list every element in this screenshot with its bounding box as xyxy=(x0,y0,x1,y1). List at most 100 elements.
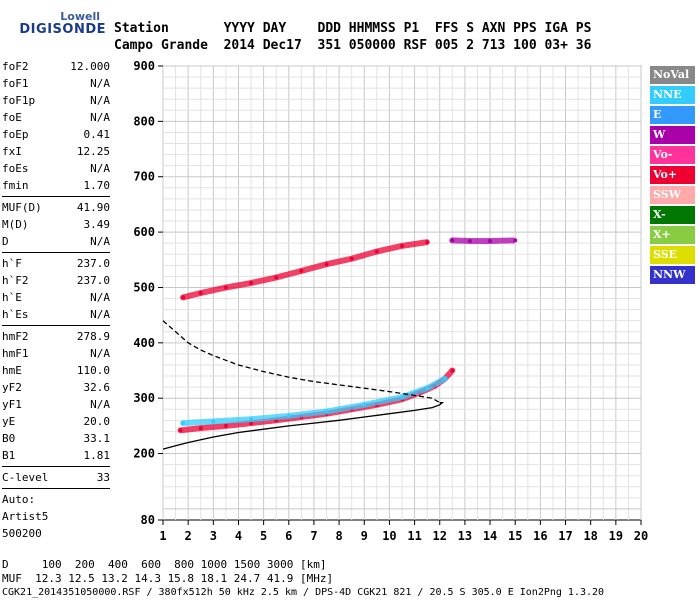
param-row: foEs N/A xyxy=(2,160,110,177)
param-separator xyxy=(2,196,110,197)
param-name: Artist5 xyxy=(2,510,49,523)
param-value: 12.000 xyxy=(70,60,110,73)
legend-item: NNW xyxy=(650,266,695,284)
echo-point xyxy=(349,256,354,261)
param-row: Auto: xyxy=(2,491,110,508)
echo-trace xyxy=(449,237,519,244)
echo-point xyxy=(442,376,447,381)
y-tick-label: 500 xyxy=(133,280,155,294)
param-name: h`Es xyxy=(2,308,29,321)
param-row: foF1 N/A xyxy=(2,75,110,92)
param-row: foF2 12.000 xyxy=(2,58,110,75)
legend-item: Vo+ xyxy=(650,166,695,184)
legend-item: SSE xyxy=(650,246,695,264)
param-row: h`Es N/A xyxy=(2,306,110,323)
y-tick-label: 400 xyxy=(133,336,155,350)
param-value: 3.49 xyxy=(83,218,111,231)
param-name: foF1 xyxy=(2,77,29,90)
echo-point xyxy=(211,419,216,424)
param-row: foEp 0.41 xyxy=(2,126,110,143)
y-tick-label: 800 xyxy=(133,114,155,128)
digisonde-logo: Lowell DIGISONDE xyxy=(6,10,106,46)
echo-point xyxy=(286,413,291,418)
x-tick-label: 5 xyxy=(260,529,267,543)
param-row: 500200 xyxy=(2,525,110,542)
echo-point xyxy=(488,238,493,243)
param-name: h`F xyxy=(2,257,22,270)
footer-d-row: D 100 200 400 600 800 1000 1500 3000 [km… xyxy=(2,558,327,571)
param-name: foEp xyxy=(2,128,29,141)
param-value: 1.70 xyxy=(83,179,111,192)
legend-item: Vo- xyxy=(650,146,695,164)
param-row: yF1 N/A xyxy=(2,396,110,413)
param-value: 33.1 xyxy=(83,432,111,445)
echo-point xyxy=(400,243,404,248)
echo-point xyxy=(324,262,329,267)
legend-item: NNE xyxy=(650,86,695,104)
echo-point xyxy=(425,386,430,391)
param-value: 20.0 xyxy=(83,415,111,428)
header-row1: Station YYYY DAY DDD HHMMSS P1 FFS S AXN… xyxy=(114,21,592,36)
echo-point xyxy=(450,368,455,373)
param-separator xyxy=(2,466,110,467)
legend-item: SSW xyxy=(650,186,695,204)
echo-point xyxy=(178,428,183,433)
param-value: 33 xyxy=(96,471,110,484)
profile-dashed-line xyxy=(162,320,441,404)
param-value: N/A xyxy=(90,235,110,248)
param-value: 110.0 xyxy=(76,364,110,377)
param-row: fmin 1.70 xyxy=(2,177,110,194)
echo-point xyxy=(223,423,228,428)
param-row: h`E N/A xyxy=(2,289,110,306)
param-name: yF1 xyxy=(2,398,22,411)
param-name: B0 xyxy=(2,432,16,445)
echo-point xyxy=(299,268,304,273)
station-header: Station YYYY DAY DDD HHMMSS P1 FFS S AXN… xyxy=(114,20,591,54)
x-tick-label: 4 xyxy=(235,529,242,543)
param-row: yE 20.0 xyxy=(2,413,110,430)
param-row: hmF1 N/A xyxy=(2,345,110,362)
echo-point xyxy=(249,281,254,286)
x-tick-label: 7 xyxy=(310,529,317,543)
param-row: foE N/A xyxy=(2,109,110,126)
param-row: hmF2 278.9 xyxy=(2,328,110,345)
legend: NoVal NNE E W Vo- Vo+ SSW X- X+ SSE NNW xyxy=(650,66,695,286)
parameter-panel: foF2 12.000 foF1 N/A foF1p N/A foE N/A foEp 0.41 f… xyxy=(2,58,110,542)
param-name: yF2 xyxy=(2,381,22,394)
param-row: M(D) 3.49 xyxy=(2,216,110,233)
param-row: C-level 33 xyxy=(2,469,110,486)
y-tick-label: 700 xyxy=(133,170,155,184)
param-value: 32.6 xyxy=(83,381,111,394)
x-tick-label: 18 xyxy=(583,529,597,543)
param-name: foE xyxy=(2,111,22,124)
legend-item: W xyxy=(650,126,695,144)
param-value: 12.25 xyxy=(76,145,110,158)
param-name: fxI xyxy=(2,145,22,158)
param-name: hmF2 xyxy=(2,330,29,343)
y-tick-label: 80 xyxy=(141,513,155,527)
param-value: N/A xyxy=(90,308,110,321)
x-tick-label: 8 xyxy=(335,529,342,543)
x-tick-label: 20 xyxy=(634,529,648,543)
param-name: foF1p xyxy=(2,94,36,107)
ionogram-plot: 1 2 3 4 5 6 7 8 9 10 11 12 13 14 15 16 17 18 19 20802003004… xyxy=(133,59,648,543)
y-tick-label: 200 xyxy=(133,447,155,461)
echo-point xyxy=(249,417,254,422)
param-name: M(D) xyxy=(2,218,29,231)
param-row: h`F 237.0 xyxy=(2,255,110,272)
echo-point xyxy=(362,402,367,407)
x-tick-label: 10 xyxy=(382,529,396,543)
x-tick-label: 17 xyxy=(558,529,572,543)
param-name: D xyxy=(2,235,9,248)
echo-point xyxy=(374,249,379,254)
echo-point xyxy=(223,285,228,290)
x-tick-label: 11 xyxy=(407,529,421,543)
echo-point xyxy=(274,275,279,280)
param-name: hmE xyxy=(2,364,22,377)
param-row: foF1p N/A xyxy=(2,92,110,109)
echo-point xyxy=(513,238,518,243)
param-name: B1 xyxy=(2,449,16,462)
param-name: 500200 xyxy=(2,527,42,540)
param-row: D N/A xyxy=(2,233,110,250)
param-value: 0.41 xyxy=(83,128,111,141)
